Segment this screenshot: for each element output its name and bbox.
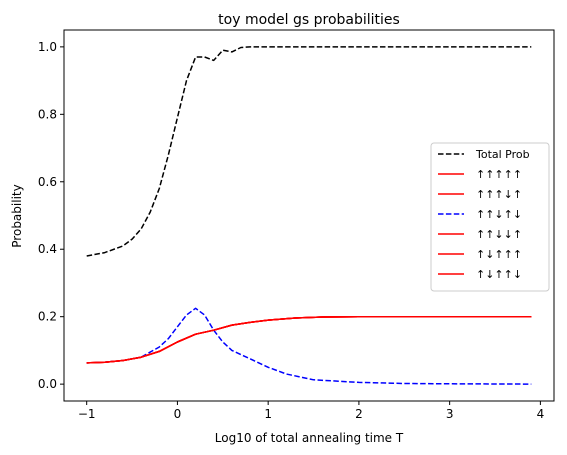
- y-tick-label: 1.0: [38, 40, 57, 54]
- y-tick-label: 0.0: [38, 377, 57, 391]
- legend-label: ↑↑↓↑↓: [476, 208, 522, 221]
- x-tick-label: 2: [355, 407, 363, 421]
- chart-title: toy model gs probabilities: [218, 12, 400, 28]
- series-line: [86, 315, 532, 364]
- x-tick-label: 0: [174, 407, 182, 421]
- y-tick-label: 0.8: [38, 107, 57, 121]
- x-tick-label: 4: [537, 407, 545, 421]
- series-layer: [86, 46, 532, 385]
- plot-frame: [63, 29, 555, 402]
- x-tick-label: −1: [78, 407, 96, 421]
- x-tick-label: 3: [446, 407, 454, 421]
- legend-label: ↑↑↑↓↑: [476, 188, 522, 201]
- legend: Total Prob ↑↑↑↑↑ ↑↑↑↓↑ ↑↑↓↑↓ ↑↑↓↓↑ ↑↓↑↑↑ ↑↓↑↑↓: [430, 142, 550, 292]
- legend-label: ↑↓↑↑↑: [476, 248, 522, 261]
- y-tick-label: 0.2: [38, 310, 57, 324]
- y-axis-label: Probability: [10, 184, 24, 247]
- x-tick-label: 1: [264, 407, 272, 421]
- series-line-total-prob: [86, 46, 532, 257]
- legend-label: ↑↑↑↑↑: [476, 168, 522, 181]
- y-tick-label: 0.6: [38, 175, 57, 189]
- ticks-layer: −1 0 1 2 3 4 0.0 0.2 0.4 0.6 0.8 1.0: [38, 40, 544, 421]
- legend-label: ↑↑↓↓↑: [476, 228, 522, 241]
- x-axis-label: Log10 of total annealing time T: [215, 431, 404, 445]
- legend-label: ↑↓↑↑↓: [476, 268, 522, 281]
- y-tick-label: 0.4: [38, 242, 57, 256]
- legend-label: Total Prob: [475, 148, 530, 161]
